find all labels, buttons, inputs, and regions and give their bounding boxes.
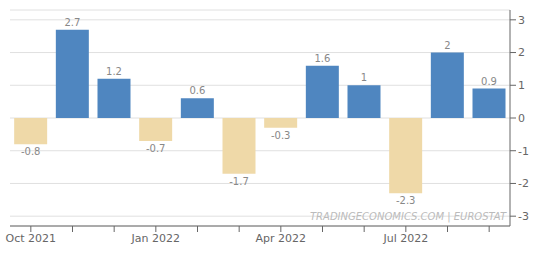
svg-text:-3: -3 <box>518 210 529 223</box>
html-text:TRADINGECONOMICS.COM | EUROSTA: TRADINGECONOMICS.COM | EUROSTAT <box>310 211 506 222</box>
svg-text:1.6: 1.6 <box>314 53 330 64</box>
svg-text:1: 1 <box>361 72 367 83</box>
svg-text:0: 0 <box>518 112 525 125</box>
svg-text:-0.7: -0.7 <box>146 143 166 154</box>
svg-text:-0.3: -0.3 <box>271 130 291 141</box>
svg-text:-1.7: -1.7 <box>229 176 249 187</box>
svg-text:-1: -1 <box>518 145 529 158</box>
svg-text:2: 2 <box>444 40 450 51</box>
svg-text:-2.3: -2.3 <box>396 195 416 206</box>
svg-text:Apr 2022: Apr 2022 <box>256 232 307 245</box>
svg-text:Oct 2021: Oct 2021 <box>8 232 56 245</box>
svg-text:0.9: 0.9 <box>481 76 497 87</box>
svg-text:2.7: 2.7 <box>64 17 80 28</box>
svg-text:Jul 2022: Jul 2022 <box>382 232 428 245</box>
svg-text:0.6: 0.6 <box>189 85 205 96</box>
svg-text:2: 2 <box>518 46 525 59</box>
svg-text:1: 1 <box>518 79 525 92</box>
svg-text:-2: -2 <box>518 177 529 190</box>
svg-text:-0.8: -0.8 <box>21 146 41 157</box>
svg-text:Jan 2022: Jan 2022 <box>131 232 180 245</box>
svg-text:3: 3 <box>518 14 525 27</box>
svg-text:1.2: 1.2 <box>106 66 122 77</box>
